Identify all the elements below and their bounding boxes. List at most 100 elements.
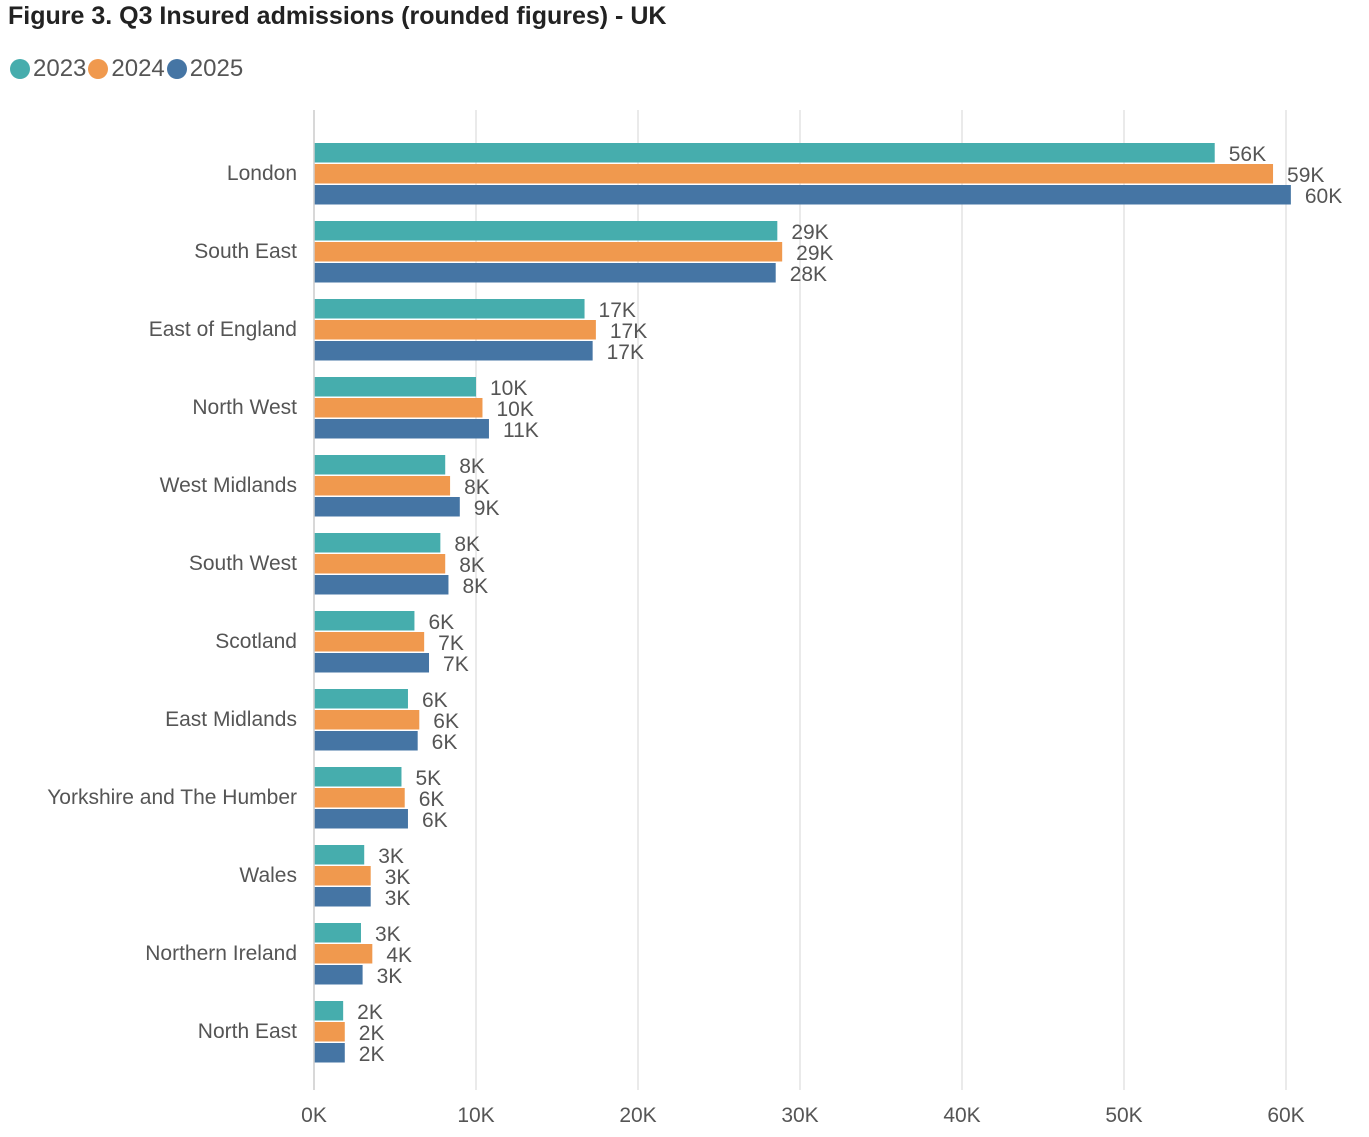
bar-south-east-2025 [314,263,776,283]
x-tick-label-0K: 0K [301,1104,327,1127]
data-label-northern-ireland-2025: 3K [377,965,403,988]
data-label-scotland-2023: 6K [428,611,454,634]
bar-south-east-2024 [314,242,783,262]
legend-marker-2023 [10,59,30,79]
data-label-south-west-2025: 8K [462,575,488,598]
data-label-south-east-2024: 29K [796,242,833,265]
data-label-south-west-2023: 8K [454,533,480,556]
category-label-yorkshire-and-the-humber: Yorkshire and The Humber [47,786,297,809]
category-label-east-of-england: East of England [149,318,297,341]
data-label-yorkshire-and-the-humber-2024: 6K [419,788,445,811]
legend-marker-2024 [88,59,109,79]
data-label-north-east-2025: 2K [359,1043,385,1066]
bar-yorkshire-and-the-humber-2025 [314,809,408,829]
bar-northern-ireland-2023 [314,923,361,943]
bar-yorkshire-and-the-humber-2023 [314,767,402,787]
category-label-north-east: North East [198,1020,297,1043]
data-label-north-east-2023: 2K [357,1001,383,1024]
legend-label-2023: 2023 [33,55,87,82]
bar-west-midlands-2024 [314,476,451,496]
bar-yorkshire-and-the-humber-2024 [314,788,405,808]
data-label-london-2023: 56K [1229,143,1266,166]
data-label-northern-ireland-2023: 3K [375,923,401,946]
bar-north-west-2024 [314,398,483,418]
legend-item-2025[interactable]: 2025 [166,55,244,83]
category-label-west-midlands: West Midlands [160,474,297,497]
category-label-south-west: South West [189,552,297,575]
data-label-wales-2024: 3K [385,866,411,889]
bar-east-midlands-2023 [314,689,408,709]
data-label-south-east-2025: 28K [790,263,827,286]
bar-scotland-2025 [314,653,430,673]
bar-east-of-england-2024 [314,320,596,340]
data-label-north-east-2024: 2K [359,1022,385,1045]
data-label-yorkshire-and-the-humber-2023: 5K [415,767,441,790]
data-label-north-west-2025: 11K [503,419,539,442]
data-label-east-midlands-2023: 6K [422,689,448,712]
bar-wales-2025 [314,887,371,907]
data-label-east-midlands-2024: 6K [433,710,459,733]
bar-east-of-england-2023 [314,299,585,319]
category-label-south-east: South East [194,240,297,263]
data-label-east-of-england-2025: 17K [607,341,644,364]
x-tick-label-50K: 50K [1105,1104,1142,1127]
legend-item-2024[interactable]: 2024 [88,55,165,83]
bar-london-2024 [314,164,1274,184]
data-label-south-west-2024: 8K [459,554,485,577]
bar-south-west-2023 [314,533,441,553]
data-label-east-of-england-2023: 17K [599,299,636,322]
data-label-east-midlands-2025: 6K [432,731,458,754]
category-label-east-midlands: East Midlands [165,708,297,731]
bar-london-2025 [314,185,1291,205]
bar-north-west-2023 [314,377,476,397]
legend-item-2023[interactable]: 2023 [10,55,86,83]
legend: 2023 2024 2025 [10,55,245,83]
legend-label-2025: 2025 [189,55,244,82]
bar-wales-2024 [314,866,371,886]
data-label-west-midlands-2024: 8K [464,476,490,499]
bar-scotland-2023 [314,611,415,631]
data-label-north-west-2024: 10K [496,398,533,421]
data-label-london-2024: 59K [1287,164,1324,187]
data-label-west-midlands-2025: 9K [474,497,500,520]
bar-wales-2023 [314,845,365,865]
category-label-wales: Wales [239,864,297,887]
legend-label-2024: 2024 [111,55,165,82]
data-label-scotland-2025: 7K [443,653,469,676]
bar-east-midlands-2025 [314,731,418,751]
category-label-london: London [227,162,297,185]
bar-west-midlands-2023 [314,455,446,475]
category-label-north-west: North West [192,396,297,419]
data-label-london-2025: 60K [1305,185,1342,208]
bar-north-east-2023 [314,1001,344,1021]
bar-south-west-2025 [314,575,449,595]
data-label-yorkshire-and-the-humber-2025: 6K [422,809,448,832]
data-label-wales-2025: 3K [385,887,411,910]
x-tick-label-30K: 30K [781,1104,818,1127]
x-tick-label-60K: 60K [1267,1104,1304,1127]
bar-northern-ireland-2025 [314,965,363,985]
bar-north-east-2024 [314,1022,345,1042]
data-label-west-midlands-2023: 8K [459,455,485,478]
bar-london-2023 [314,143,1215,163]
bar-north-east-2025 [314,1043,345,1063]
data-label-east-of-england-2024: 17K [610,320,647,343]
x-tick-label-10K: 10K [457,1104,494,1127]
chart-title: Figure 3. Q3 Insured admissions (rounded… [8,2,667,30]
data-label-wales-2023: 3K [378,845,404,868]
bar-scotland-2024 [314,632,425,652]
bar-east-midlands-2024 [314,710,420,730]
data-label-northern-ireland-2024: 4K [386,944,412,967]
legend-marker-2025 [166,59,187,79]
x-tick-label-20K: 20K [619,1104,656,1127]
data-label-north-west-2023: 10K [490,377,527,400]
bar-west-midlands-2025 [314,497,460,517]
x-tick-label-40K: 40K [943,1104,980,1127]
data-label-south-east-2023: 29K [791,221,828,244]
bar-south-west-2024 [314,554,446,574]
category-label-scotland: Scotland [215,630,297,653]
bar-north-west-2025 [314,419,489,439]
bar-south-east-2023 [314,221,778,241]
category-label-northern-ireland: Northern Ireland [145,942,297,965]
